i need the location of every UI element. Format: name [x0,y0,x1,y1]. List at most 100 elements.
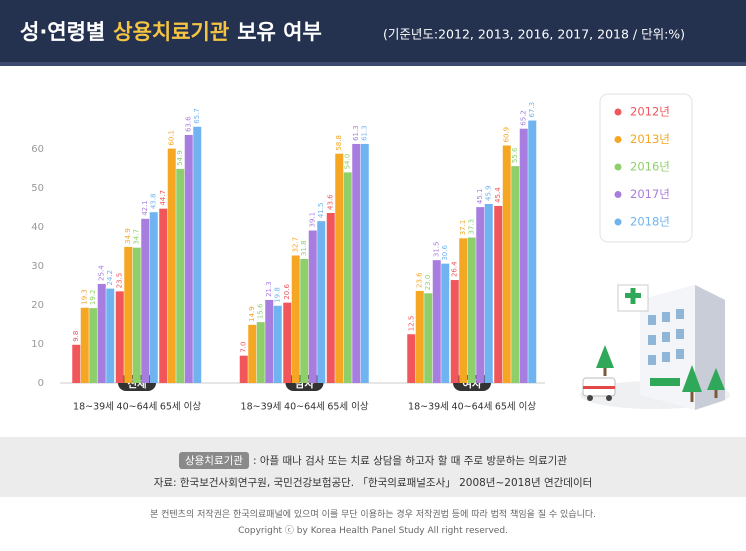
data-label: 23.5 [116,273,124,289]
data-label: 26.4 [451,261,459,277]
bar [450,280,459,383]
legend-label: 2017년 [630,187,670,201]
copyright: 본 컨텐츠의 저작권은 한국의료패널에 있으며 이를 무단 이용하는 경우 저작… [0,507,746,539]
bar [97,283,106,383]
data-label: 19.8 [274,287,282,303]
title-highlight: 상용치료기관 [113,20,229,44]
bar [300,258,309,383]
bar [283,302,292,383]
data-label: 9.8 [72,331,80,342]
bar [256,322,265,383]
bar [159,208,168,383]
bar [239,355,248,383]
bar [326,212,335,383]
y-tick-label: 0 [38,378,44,389]
data-label: 24.2 [106,270,114,286]
data-label: 31.5 [433,242,441,258]
legend-label: 2016년 [630,160,670,174]
note-box: 상용치료기관: 아플 때나 검사 또는 치료 상담을 하고자 할 때 주로 방문… [0,437,746,497]
data-label: 32.7 [292,237,300,253]
copyright-line: 본 컨텐츠의 저작권은 한국의료패널에 있으며 이를 무단 이용하는 경우 저작… [149,510,597,520]
bar [494,205,503,383]
data-label: 15.6 [257,303,265,319]
data-label: 21.3 [265,281,273,297]
x-tick-label: 40~64세 [117,402,158,413]
bar [352,143,361,383]
data-label: 67.3 [528,102,536,118]
data-label: 7.0 [240,342,248,353]
bar [89,308,98,383]
bar [335,153,344,383]
bar [273,305,282,383]
x-tick-label: 18~39세 [408,402,449,413]
bar [72,344,81,383]
y-tick-label: 60 [31,144,44,155]
bar [265,299,274,383]
data-label: 61.3 [361,125,369,141]
data-label: 23.6 [416,272,424,288]
x-tick-label: 18~39세 [73,402,114,413]
source: 자료: 한국보건사회연구원, 국민건강보험공단. 「한국의료패널조사」 2008… [153,477,593,489]
y-tick-label: 30 [31,261,44,272]
bar [115,291,124,383]
bar [476,207,485,383]
y-tick-label: 40 [31,222,44,233]
data-label: 34.9 [124,228,132,244]
bar [441,263,450,383]
bar [106,288,115,383]
legend-box [599,93,693,243]
bar [484,203,493,383]
legend-swatch [614,191,622,198]
data-label: 45.1 [476,189,484,205]
bar [317,221,326,383]
copyright-line: Copyright ⓒ by Korea Health Panel Study … [238,526,508,536]
term-definition: : 아플 때나 검사 또는 치료 상담을 하고자 할 때 주로 방문하는 의료기… [252,455,568,467]
bar [141,218,150,383]
legend-swatch [614,218,622,226]
bar [184,134,193,383]
data-label: 31.8 [300,240,308,256]
bar [415,290,424,383]
data-label: 44.7 [159,190,167,206]
x-tick-label: 65세 이상 [495,402,537,413]
bar [511,166,520,383]
data-label: 23.0 [424,275,432,291]
header-line [0,62,746,66]
chart-subtitle: (기준년도:2012, 2013, 2016, 2017, 2018 / 단위:… [383,27,685,42]
bar [167,148,176,383]
x-tick-label: 40~64세 [284,402,325,413]
bar [80,307,89,383]
bar [407,334,416,383]
bar [424,293,433,383]
data-label: 54.0 [344,154,352,170]
y-tick-label: 50 [31,183,44,194]
legend-swatch [614,163,622,171]
legend-label: 2012년 [630,105,670,119]
bar [149,212,158,383]
data-label: 60.1 [168,130,176,146]
header-bg [0,0,746,62]
data-label: 42.1 [141,200,149,216]
bar [528,120,537,383]
data-label: 19.2 [89,290,97,306]
data-label: 19.3 [81,289,89,305]
bar [132,247,141,383]
x-tick-label: 65세 이상 [327,402,369,413]
data-label: 58.8 [335,135,343,151]
bar [124,246,133,383]
bar [291,255,300,383]
bar [360,143,369,383]
legend-label: 2018년 [630,215,670,229]
bar [459,238,468,383]
x-tick-label: 18~39세 [241,402,282,413]
data-label: 45.9 [485,185,493,201]
bar [519,128,528,383]
legend-label: 2013년 [630,132,670,146]
data-label: 25.4 [98,265,106,281]
data-label: 20.6 [283,284,291,300]
data-label: 63.6 [185,116,193,132]
bar [432,260,441,383]
data-label: 54.9 [176,150,184,166]
data-label: 43.8 [150,194,158,210]
